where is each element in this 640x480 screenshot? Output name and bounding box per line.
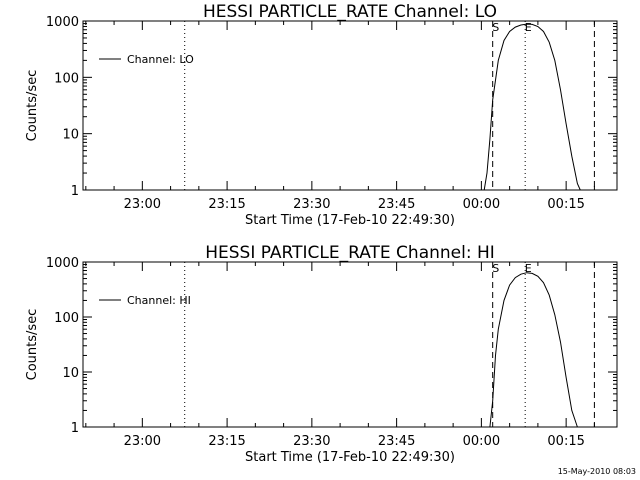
x-axis-label: Start Time (17-Feb-10 22:49:30) — [245, 213, 455, 228]
marker-label: S — [492, 262, 499, 275]
marker-label: E — [525, 262, 532, 275]
plot-frame — [82, 20, 618, 191]
panel-lo: HESSI PARTICLE_RATE Channel: LO 23:00 23:1… — [25, 2, 618, 228]
chart-title: HESSI PARTICLE_RATE Channel: HI — [205, 243, 495, 263]
y-tick-label: 1000 — [46, 256, 79, 271]
y-tick-label: 100 — [54, 71, 79, 86]
y-tick-label: 10 — [62, 128, 79, 143]
plot-frame — [82, 261, 618, 428]
x-tick-label: 00:15 — [547, 434, 584, 449]
marker-label: S — [492, 21, 499, 34]
x-axis-label: Start Time (17-Feb-10 22:49:30) — [245, 450, 455, 465]
y-axis-label: Counts/sec — [25, 70, 40, 142]
series-line — [483, 23, 581, 191]
x-tick-label: 00:00 — [463, 434, 500, 449]
x-tick-label: 23:00 — [124, 434, 161, 449]
marker-label: E — [525, 21, 532, 34]
legend-label: Channel: LO — [127, 53, 194, 66]
x-tick-label: 23:45 — [378, 434, 415, 449]
x-tick-label: 23:15 — [208, 197, 245, 212]
legend-label: Channel: HI — [127, 294, 191, 307]
chart-title: HESSI PARTICLE_RATE Channel: LO — [203, 2, 497, 22]
footer-timestamp: 15-May-2010 08:03 — [558, 467, 636, 476]
series-line — [489, 272, 578, 428]
y-axis-label: Counts/sec — [25, 309, 40, 381]
x-tick-label: 23:00 — [124, 197, 161, 212]
y-tick-label: 100 — [54, 311, 79, 326]
x-tick-label: 23:30 — [293, 434, 330, 449]
panel-hi: HESSI PARTICLE_RATE Channel: HI 23:00 23:1… — [25, 243, 618, 465]
y-tick-label: 1 — [71, 184, 79, 199]
x-tick-label: 23:30 — [293, 197, 330, 212]
x-tick-label: 00:15 — [547, 197, 584, 212]
y-tick-label: 10 — [62, 366, 79, 381]
x-tick-label: 23:45 — [378, 197, 415, 212]
x-tick-label: 00:00 — [463, 197, 500, 212]
y-tick-label: 1000 — [46, 15, 79, 30]
y-tick-label: 1 — [71, 421, 79, 436]
x-tick-label: 23:15 — [208, 434, 245, 449]
